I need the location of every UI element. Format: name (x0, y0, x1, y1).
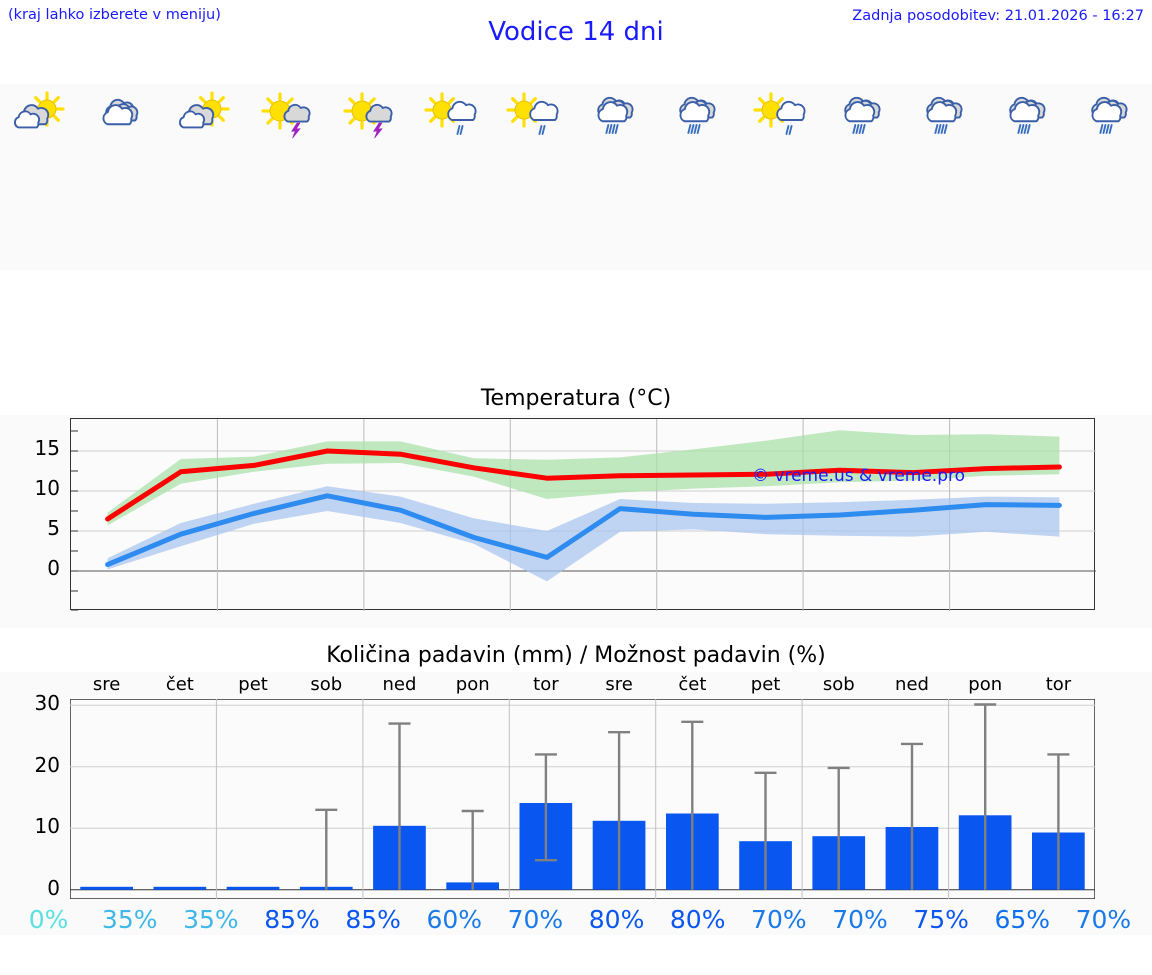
precipitation-probability: 85% (264, 905, 320, 934)
precipitation-day-label: sre (605, 674, 633, 695)
temperature-chart-title: Temperatura (°C) (480, 386, 672, 411)
precipitation-y-tick: 30 (34, 691, 60, 716)
temperature-title-backdrop (0, 383, 1152, 415)
precipitation-day-label: tor (1045, 674, 1072, 695)
precipitation-probability: 70% (832, 905, 888, 934)
temperature-y-tick: 0 (47, 556, 60, 580)
day-column[interactable] (1070, 84, 1152, 270)
day-column[interactable] (905, 84, 987, 270)
temperature-y-tick: 5 (47, 516, 60, 540)
precipitation-day-label: čet (678, 674, 707, 695)
day-column[interactable] (494, 84, 576, 270)
day-column[interactable] (823, 84, 905, 270)
precipitation-chart-section: Količina padavin (mm) / Možnost padavin … (0, 640, 1152, 935)
precipitation-day-label: sob (822, 674, 855, 695)
last-updated-label: Zadnja posodobitev: 21.01.2026 - 16:27 (852, 8, 1144, 24)
precipitation-day-label: pet (750, 674, 781, 695)
precipitation-chart-title: Količina padavin (mm) / Možnost padavin … (326, 643, 826, 668)
precipitation-probability: 35% (101, 905, 158, 934)
precipitation-probability: 70% (1075, 905, 1132, 934)
day-column[interactable] (741, 84, 823, 270)
day-column[interactable] (329, 84, 411, 270)
watermark-label: © vreme.us & vreme.pro (752, 466, 966, 486)
temperature-y-tick: 15 (34, 436, 60, 460)
day-column[interactable] (411, 84, 493, 270)
partly-cloudy-icon (174, 91, 238, 143)
sun-thunderstorm-icon (256, 91, 320, 143)
precipitation-probability: 65% (994, 905, 1051, 934)
precipitation-probability: 60% (426, 905, 483, 934)
precipitation-probability: 80% (669, 905, 726, 934)
rain-icon (914, 91, 978, 143)
precipitation-probability: 85% (345, 905, 401, 934)
precipitation-probability: 80% (588, 905, 645, 934)
daily-forecast-strip (0, 84, 1152, 270)
rain-icon (832, 91, 896, 143)
day-column[interactable] (658, 84, 740, 270)
sun-light-rain-icon (503, 91, 567, 143)
precipitation-y-tick: 0 (47, 875, 60, 900)
precipitation-day-label: sob (310, 674, 343, 695)
rain-icon (1079, 91, 1143, 143)
precipitation-y-tick: 10 (34, 814, 60, 839)
page-header: (kraj lahko izberete v meniju) Vodice 14… (0, 0, 1152, 62)
precipitation-probability: 70% (507, 905, 564, 934)
day-column[interactable] (0, 84, 82, 270)
precipitation-x-axis-labels: sre čet pet sob ned pon tor sre čet pet sob ned pon t… (70, 672, 1095, 698)
location-menu-note[interactable]: (kraj lahko izberete v meniju) (8, 7, 221, 23)
precipitation-probability: 75% (913, 905, 969, 934)
precipitation-title-backdrop (0, 640, 1152, 672)
precipitation-probability: 70% (751, 905, 807, 934)
rain-icon (585, 91, 649, 143)
rain-icon (997, 91, 1061, 143)
precipitation-probability: 35% (183, 905, 239, 934)
day-column[interactable] (165, 84, 247, 270)
cloudy-icon (91, 91, 155, 143)
precipitation-day-label: ned (895, 674, 929, 695)
precipitation-day-label: sre (92, 674, 121, 695)
day-column[interactable] (247, 84, 329, 270)
precipitation-day-label: ned (382, 674, 417, 695)
precipitation-y-tick: 20 (34, 752, 60, 777)
precipitation-probability: 0% (28, 905, 69, 934)
temperature-plot-area (70, 418, 1096, 611)
day-column[interactable] (987, 84, 1069, 270)
partly-cloudy-icon (9, 91, 73, 143)
precipitation-probability-row: 0% 35% 35% 85% 85% 60% 70% 80% 80% 70% 70% 75% 65% 70… (0, 903, 1152, 937)
precipitation-day-label: čet (165, 674, 194, 695)
day-column[interactable] (576, 84, 658, 270)
precipitation-day-label: pon (968, 674, 1003, 695)
page-title: Vodice 14 dni (488, 17, 664, 47)
rain-icon (667, 91, 731, 143)
sun-thunderstorm-icon (338, 91, 402, 143)
precipitation-day-label: tor (533, 674, 559, 695)
precipitation-day-label: pon (455, 674, 490, 695)
day-column[interactable] (82, 84, 164, 270)
sun-light-rain-icon (750, 91, 814, 143)
temperature-chart-section: Temperatura (°C) 0 5 10 15 (0, 383, 1152, 628)
sun-light-rain-icon (421, 91, 485, 143)
temperature-y-tick: 10 (34, 476, 60, 500)
precipitation-plot-area (69, 698, 1096, 900)
precipitation-day-label: pet (238, 674, 268, 695)
